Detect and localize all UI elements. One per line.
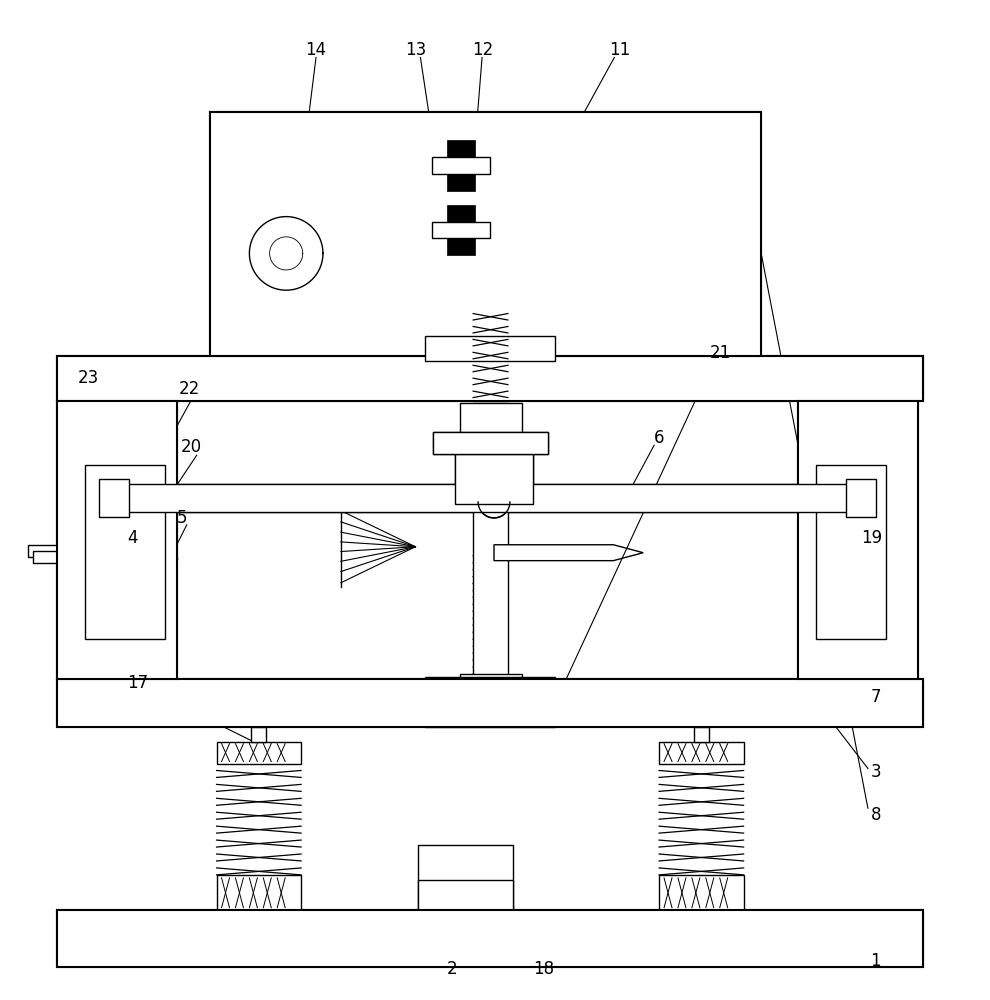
Bar xyxy=(434,432,547,454)
Bar xyxy=(85,465,165,639)
Bar xyxy=(57,356,923,401)
Bar xyxy=(102,484,873,512)
Bar xyxy=(28,545,59,557)
Bar xyxy=(447,140,475,157)
Text: 8: 8 xyxy=(870,806,881,824)
Bar xyxy=(57,401,177,679)
Bar xyxy=(447,205,475,222)
Text: 2: 2 xyxy=(446,960,457,978)
Bar xyxy=(210,112,761,356)
Text: 22: 22 xyxy=(179,380,200,398)
Text: 23: 23 xyxy=(77,369,99,387)
Bar xyxy=(447,205,475,222)
Text: 6: 6 xyxy=(653,429,664,447)
Text: 3: 3 xyxy=(870,763,881,781)
Text: 13: 13 xyxy=(405,41,426,59)
Bar xyxy=(455,454,533,504)
Bar xyxy=(210,112,761,356)
Text: 17: 17 xyxy=(128,674,148,692)
Bar xyxy=(85,465,165,639)
Text: 7: 7 xyxy=(870,688,881,706)
Bar xyxy=(217,742,301,764)
Bar xyxy=(426,677,554,727)
Polygon shape xyxy=(494,545,644,561)
Bar xyxy=(694,727,709,742)
Bar xyxy=(57,910,923,967)
Bar xyxy=(460,304,520,336)
Bar xyxy=(460,403,522,432)
Bar xyxy=(798,401,918,679)
Bar xyxy=(846,479,876,517)
Bar xyxy=(447,238,475,255)
Bar xyxy=(217,875,301,910)
Bar xyxy=(99,479,129,517)
Bar xyxy=(433,222,490,238)
Bar xyxy=(447,174,475,191)
Bar xyxy=(659,742,743,764)
Text: 1: 1 xyxy=(870,952,881,970)
Text: 21: 21 xyxy=(710,344,732,362)
Bar xyxy=(419,845,513,910)
Bar xyxy=(33,551,107,563)
Bar xyxy=(470,691,512,709)
Bar xyxy=(447,140,475,157)
Text: 5: 5 xyxy=(176,509,187,527)
Bar xyxy=(433,222,490,238)
Bar xyxy=(434,432,547,454)
Bar xyxy=(426,336,554,361)
Bar xyxy=(460,674,522,694)
Bar xyxy=(455,454,533,504)
Bar xyxy=(419,880,513,910)
Bar xyxy=(426,336,554,361)
Bar xyxy=(473,329,508,401)
Bar xyxy=(57,679,923,727)
Bar xyxy=(433,157,490,174)
Bar xyxy=(57,679,923,727)
Bar xyxy=(447,174,475,191)
Text: 14: 14 xyxy=(306,41,327,59)
Bar xyxy=(99,479,129,517)
Bar xyxy=(57,910,923,967)
Bar xyxy=(816,465,886,639)
Bar xyxy=(447,238,475,255)
Text: 18: 18 xyxy=(534,960,554,978)
Text: 19: 19 xyxy=(861,529,882,547)
Bar xyxy=(473,502,508,679)
Text: 11: 11 xyxy=(609,41,630,59)
Text: 4: 4 xyxy=(127,529,138,547)
Bar xyxy=(102,484,873,512)
Text: 12: 12 xyxy=(472,41,494,59)
Text: 20: 20 xyxy=(181,438,202,456)
Bar xyxy=(433,157,490,174)
Bar xyxy=(57,534,102,552)
Bar xyxy=(659,875,743,910)
Bar xyxy=(846,479,876,517)
Bar xyxy=(57,401,177,679)
Bar xyxy=(251,727,266,742)
Bar xyxy=(816,465,886,639)
Bar xyxy=(57,356,923,401)
Bar xyxy=(798,401,918,679)
